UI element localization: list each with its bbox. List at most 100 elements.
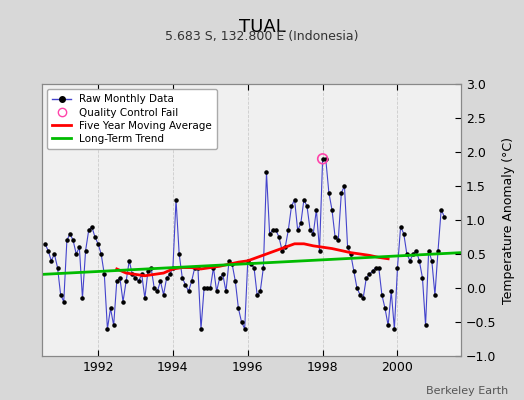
Point (440, 214, 449, 220)
Point (418, 274, 427, 281)
Point (334, 237, 342, 244)
Point (322, 156, 330, 162)
Point (421, 322, 430, 329)
Point (402, 251, 411, 257)
Legend: Raw Monthly Data, Quality Control Fail, Five Year Moving Average, Long-Term Tren: Raw Monthly Data, Quality Control Fail, … (47, 89, 217, 149)
Point (397, 224, 405, 230)
Point (368, 268, 377, 274)
Point (259, 264, 268, 271)
Point (135, 278, 143, 284)
Point (365, 271, 374, 278)
Point (237, 319, 246, 325)
Point (72, 251, 80, 257)
Point (287, 203, 296, 210)
Point (132, 274, 140, 281)
Point (212, 288, 221, 294)
Point (110, 322, 118, 329)
Point (169, 264, 177, 271)
Point (50, 251, 59, 257)
Point (153, 288, 161, 294)
Point (231, 278, 239, 284)
Point (378, 292, 386, 298)
Point (399, 230, 408, 237)
Point (66, 230, 74, 237)
Point (325, 190, 333, 196)
Point (319, 156, 327, 162)
Point (75, 244, 83, 250)
Point (156, 278, 165, 284)
Point (166, 271, 174, 278)
Point (300, 196, 308, 203)
Point (178, 274, 187, 281)
Text: Berkeley Earth: Berkeley Earth (426, 386, 508, 396)
Y-axis label: Temperature Anomaly (°C): Temperature Anomaly (°C) (502, 136, 515, 304)
Point (228, 261, 236, 267)
Point (57, 292, 65, 298)
Point (312, 206, 321, 213)
Point (412, 247, 420, 254)
Point (78, 295, 86, 302)
Point (194, 264, 202, 271)
Point (63, 237, 71, 244)
Point (97, 251, 105, 257)
Point (256, 288, 265, 294)
Point (309, 230, 318, 237)
Point (293, 227, 302, 233)
Point (191, 264, 199, 271)
Point (434, 247, 442, 254)
Point (188, 278, 196, 284)
Point (271, 227, 280, 233)
Point (266, 230, 274, 237)
Point (290, 196, 299, 203)
Point (253, 292, 261, 298)
Point (225, 258, 233, 264)
Point (103, 326, 112, 332)
Point (215, 274, 224, 281)
Point (222, 288, 230, 294)
Point (94, 241, 102, 247)
Point (197, 326, 205, 332)
Point (122, 278, 130, 284)
Point (284, 227, 292, 233)
Point (81, 247, 90, 254)
Text: 5.683 S, 132.800 E (Indonesia): 5.683 S, 132.800 E (Indonesia) (165, 30, 359, 43)
Point (128, 271, 137, 278)
Point (162, 274, 171, 281)
Point (175, 251, 183, 257)
Point (119, 298, 127, 305)
Point (340, 183, 348, 189)
Point (44, 247, 52, 254)
Text: TUAL: TUAL (238, 18, 286, 36)
Point (350, 268, 358, 274)
Point (100, 271, 108, 278)
Point (409, 251, 417, 257)
Point (206, 285, 214, 291)
Point (125, 258, 134, 264)
Point (241, 326, 249, 332)
Point (106, 305, 115, 312)
Point (390, 326, 399, 332)
Point (200, 285, 209, 291)
Point (209, 264, 217, 271)
Point (343, 244, 352, 250)
Point (181, 282, 190, 288)
Point (437, 206, 445, 213)
Point (337, 190, 345, 196)
Point (331, 234, 340, 240)
Point (116, 274, 124, 281)
Point (303, 203, 311, 210)
Point (431, 292, 439, 298)
Point (306, 227, 314, 233)
Point (172, 196, 180, 203)
Point (353, 285, 361, 291)
Point (150, 285, 158, 291)
Point (275, 234, 283, 240)
Point (91, 234, 99, 240)
Point (278, 247, 286, 254)
Point (41, 241, 49, 247)
Point (315, 247, 324, 254)
Point (297, 220, 305, 226)
Point (268, 227, 277, 233)
Point (356, 292, 364, 298)
Point (406, 258, 414, 264)
